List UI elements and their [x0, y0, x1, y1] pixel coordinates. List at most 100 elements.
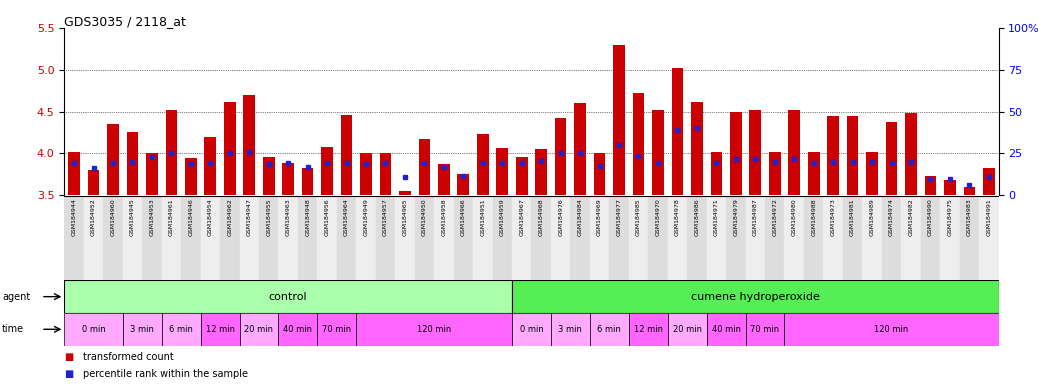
- Text: 70 min: 70 min: [750, 325, 780, 334]
- Bar: [69, 152, 80, 195]
- Bar: [594, 153, 605, 195]
- Bar: [959, 196, 979, 280]
- Text: ■: ■: [64, 369, 74, 379]
- Bar: [87, 170, 100, 195]
- Bar: [804, 196, 823, 280]
- Text: 6 min: 6 min: [169, 325, 193, 334]
- Bar: [200, 196, 220, 280]
- Bar: [765, 196, 785, 280]
- Text: GSM184968: GSM184968: [539, 199, 544, 236]
- Bar: [107, 124, 118, 195]
- Bar: [162, 313, 200, 346]
- Text: GSM184950: GSM184950: [421, 199, 427, 236]
- Bar: [204, 137, 216, 195]
- Text: GSM184972: GSM184972: [772, 199, 777, 236]
- Text: GSM184989: GSM184989: [870, 199, 875, 236]
- Bar: [84, 196, 104, 280]
- Bar: [785, 196, 803, 280]
- Bar: [399, 191, 411, 195]
- Text: GDS3035 / 2118_at: GDS3035 / 2118_at: [64, 15, 186, 28]
- Text: GSM184991: GSM184991: [986, 199, 991, 236]
- Text: GSM184956: GSM184956: [325, 199, 330, 236]
- Bar: [395, 196, 414, 280]
- Text: GSM184985: GSM184985: [636, 199, 641, 236]
- Bar: [551, 313, 590, 346]
- Bar: [710, 152, 722, 195]
- Bar: [785, 313, 999, 346]
- Bar: [434, 196, 454, 280]
- Bar: [730, 112, 741, 195]
- Bar: [963, 187, 975, 195]
- Text: GSM184980: GSM184980: [792, 199, 797, 236]
- Bar: [843, 196, 863, 280]
- Bar: [652, 110, 664, 195]
- Bar: [707, 196, 727, 280]
- Bar: [224, 101, 236, 195]
- Text: GSM184966: GSM184966: [461, 199, 466, 236]
- Bar: [380, 153, 391, 195]
- Bar: [691, 101, 703, 195]
- Bar: [788, 110, 800, 195]
- Bar: [200, 313, 240, 346]
- Bar: [866, 152, 878, 195]
- Bar: [905, 113, 917, 195]
- Bar: [298, 196, 318, 280]
- Bar: [458, 174, 469, 195]
- Bar: [745, 313, 785, 346]
- Bar: [554, 118, 567, 195]
- Text: GSM184949: GSM184949: [363, 199, 368, 236]
- Bar: [551, 196, 571, 280]
- Text: 40 min: 40 min: [283, 325, 312, 334]
- Bar: [672, 68, 683, 195]
- Text: GSM184981: GSM184981: [850, 199, 855, 236]
- Bar: [185, 158, 196, 195]
- Bar: [302, 167, 313, 195]
- Bar: [979, 196, 999, 280]
- Bar: [64, 313, 122, 346]
- Text: GSM184967: GSM184967: [519, 199, 524, 236]
- Bar: [146, 153, 158, 195]
- Bar: [571, 196, 590, 280]
- Bar: [376, 196, 395, 280]
- Text: GSM184946: GSM184946: [188, 199, 193, 236]
- Text: GSM184960: GSM184960: [110, 199, 115, 236]
- Bar: [340, 115, 352, 195]
- Bar: [808, 152, 819, 195]
- Text: GSM184974: GSM184974: [889, 199, 894, 236]
- Text: GSM184970: GSM184970: [655, 199, 660, 236]
- Text: GSM184947: GSM184947: [247, 199, 252, 236]
- Text: GSM184954: GSM184954: [208, 199, 213, 236]
- Text: GSM184952: GSM184952: [91, 199, 97, 236]
- Bar: [827, 116, 839, 195]
- Bar: [162, 196, 181, 280]
- Bar: [667, 196, 687, 280]
- Text: 40 min: 40 min: [712, 325, 740, 334]
- Bar: [260, 196, 278, 280]
- Text: GSM184988: GSM184988: [811, 199, 816, 236]
- Text: 20 min: 20 min: [673, 325, 702, 334]
- Bar: [492, 196, 512, 280]
- Text: GSM184982: GSM184982: [908, 199, 913, 236]
- Bar: [749, 110, 761, 195]
- Text: GSM184975: GSM184975: [948, 199, 953, 236]
- Text: GSM184945: GSM184945: [130, 199, 135, 236]
- Bar: [613, 45, 625, 195]
- Text: GSM184962: GSM184962: [227, 199, 233, 236]
- Text: GSM184959: GSM184959: [499, 199, 504, 236]
- Bar: [687, 196, 707, 280]
- Bar: [336, 196, 356, 280]
- Bar: [574, 103, 585, 195]
- Text: 3 min: 3 min: [558, 325, 582, 334]
- Text: GSM184955: GSM184955: [266, 199, 271, 236]
- Bar: [278, 196, 298, 280]
- Text: GSM184976: GSM184976: [558, 199, 564, 236]
- Bar: [609, 196, 629, 280]
- Text: 0 min: 0 min: [82, 325, 106, 334]
- Text: GSM184979: GSM184979: [733, 199, 738, 236]
- Bar: [648, 196, 667, 280]
- Bar: [516, 157, 527, 195]
- Text: GSM184983: GSM184983: [966, 199, 972, 236]
- Text: time: time: [2, 324, 24, 334]
- Text: 6 min: 6 min: [597, 325, 622, 334]
- Bar: [983, 168, 994, 195]
